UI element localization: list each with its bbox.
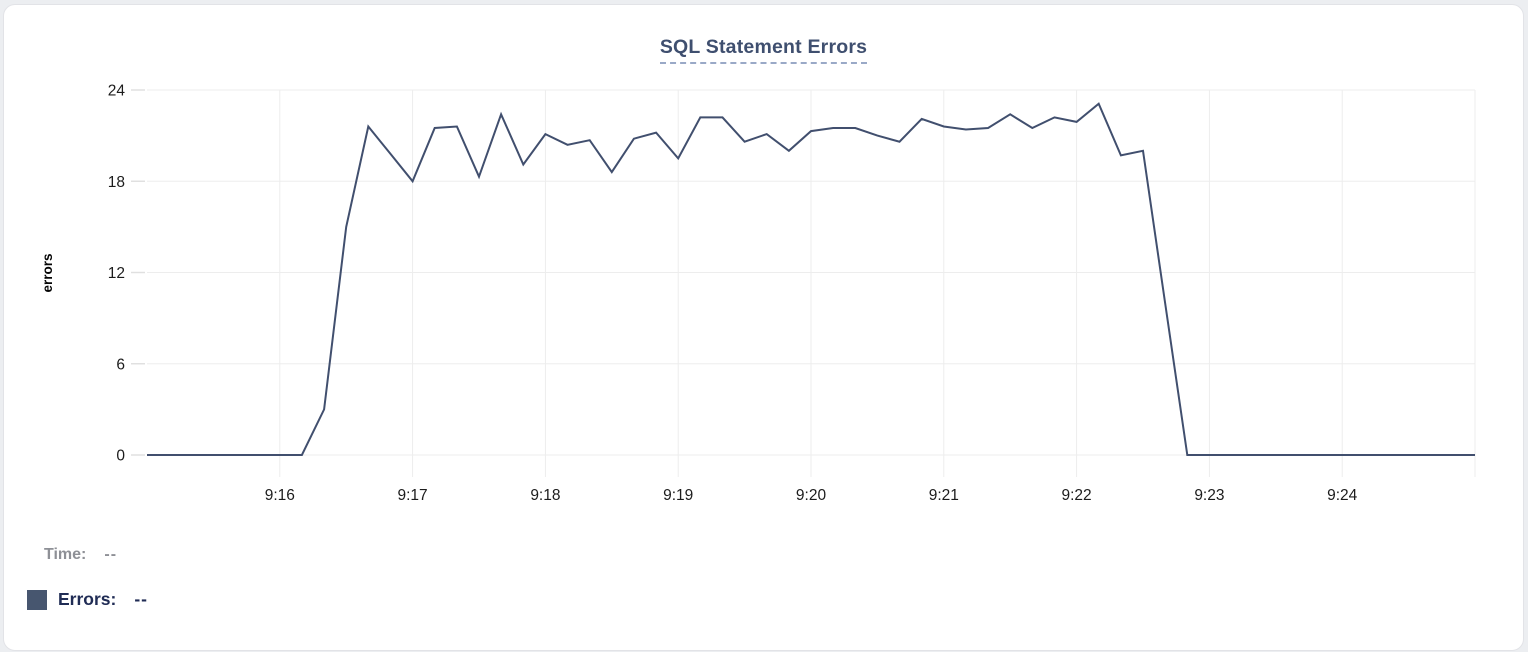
chart-title-row: SQL Statement Errors [4, 36, 1523, 64]
x-tick-label: 9:22 [1062, 487, 1092, 504]
time-value: -- [104, 546, 118, 563]
errors-line-series[interactable] [147, 102, 1475, 456]
chart-title[interactable]: SQL Statement Errors [659, 36, 868, 64]
gridlines [131, 89, 1476, 477]
x-tick-label: 9:24 [1327, 487, 1358, 504]
errors-label: Errors: [58, 589, 117, 609]
y-tick-label: 12 [108, 265, 125, 282]
chart-card: 0 6 12 18 24 9:16 9:17 9:18 9:19 9:20 9:21 9:22 9:23… [3, 4, 1524, 651]
errors-value: -- [134, 589, 149, 609]
y-tick-label: 0 [116, 448, 125, 465]
sql-errors-chart: 0 6 12 18 24 9:16 9:17 9:18 9:19 9:20 9:21 9:22 9:23… [40, 83, 1476, 505]
y-tick-label: 24 [108, 83, 126, 100]
x-tick-label: 9:20 [796, 487, 827, 504]
errors-series-swatch-icon [27, 589, 47, 610]
y-axis-title: errors [40, 253, 55, 292]
x-tick-label: 9:23 [1194, 487, 1224, 504]
tooltip-time-row: Time: -- [44, 546, 117, 564]
x-tick-label: 9:16 [265, 487, 295, 504]
time-label: Time: [44, 546, 87, 563]
x-tick-label: 9:17 [398, 487, 428, 504]
y-tick-label: 6 [116, 356, 125, 373]
x-tick-label: 9:18 [530, 487, 560, 504]
x-tick-label: 9:19 [663, 487, 693, 504]
x-tick-label: 9:21 [929, 487, 959, 504]
y-tick-label: 18 [108, 174, 125, 191]
errors-legend-row[interactable]: Errors: -- [27, 589, 148, 610]
axis-labels: 0 6 12 18 24 9:16 9:17 9:18 9:19 9:20 9:21 9:22 9:23… [40, 83, 1358, 505]
